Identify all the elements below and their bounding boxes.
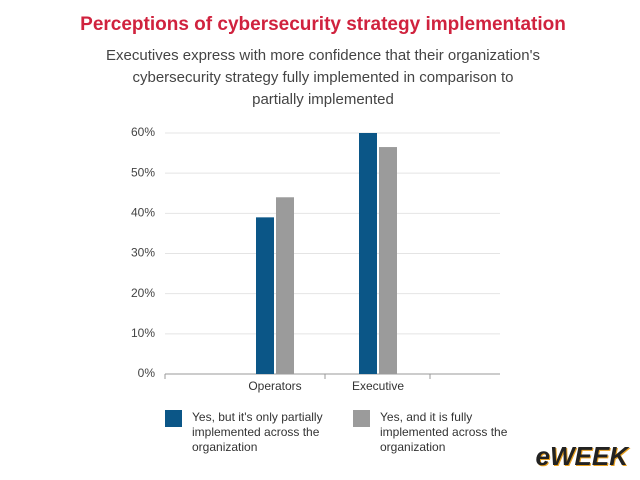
- bar: [256, 217, 274, 374]
- y-tick-label: 10%: [131, 326, 155, 340]
- y-tick-label: 60%: [131, 125, 155, 139]
- bar: [359, 133, 377, 374]
- subtitle: cybersecurity strategy fully implemented…: [133, 69, 514, 86]
- legend-label: Yes, and it is fully implemented across …: [380, 410, 508, 454]
- legend-label: Yes, but it's only partially implemented…: [192, 410, 323, 454]
- y-tick-label: 0%: [138, 366, 156, 380]
- y-tick-label: 40%: [131, 206, 155, 220]
- y-tick-label: 50%: [131, 165, 155, 179]
- y-tick-label: 30%: [131, 246, 155, 260]
- chart-title: Perceptions of cybersecurity strategy im…: [80, 14, 566, 35]
- x-tick-label: Operators: [248, 379, 301, 393]
- x-tick-label: Executive: [352, 379, 404, 393]
- subtitle: partially implemented: [252, 91, 394, 108]
- bar: [379, 147, 397, 374]
- legend-swatch: [165, 410, 182, 427]
- legend-swatch: [353, 410, 370, 427]
- y-tick-label: 20%: [131, 286, 155, 300]
- subtitle: Executives express with more confidence …: [106, 47, 540, 64]
- watermark: eWEEK: [535, 441, 628, 471]
- bar: [276, 197, 294, 374]
